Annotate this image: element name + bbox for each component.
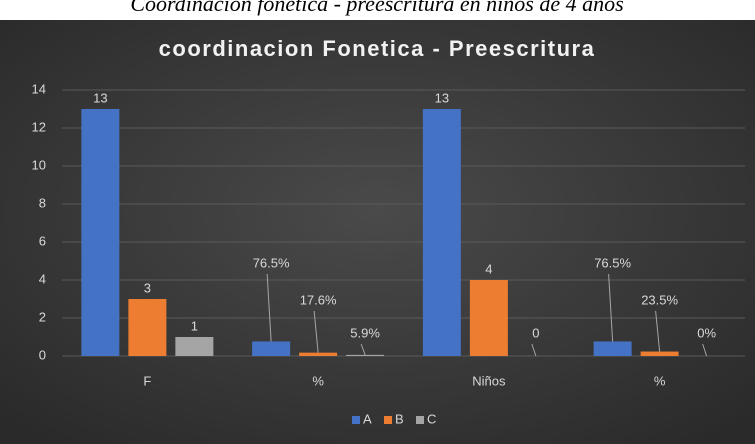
data-label: 13 — [93, 90, 107, 105]
y-tick-label: 8 — [39, 195, 46, 210]
data-label: 76.5% — [594, 255, 631, 270]
caption: Coordinacion fonetica - preescritura en … — [130, 0, 623, 16]
data-label: 1 — [191, 318, 198, 333]
data-label: 17.6% — [300, 292, 337, 307]
data-label: 13 — [435, 90, 449, 105]
bar — [252, 341, 291, 356]
leader-line — [531, 343, 537, 357]
bar — [299, 352, 338, 356]
bar — [346, 354, 385, 356]
x-tick-label: F — [143, 373, 151, 388]
legend-swatch — [352, 416, 360, 424]
bar — [422, 109, 461, 356]
y-tick-label: 4 — [39, 271, 46, 286]
leader-line — [266, 273, 272, 342]
data-label: 0% — [697, 325, 716, 340]
legend-label: A — [363, 411, 372, 426]
bar — [593, 341, 632, 356]
leader-line — [360, 343, 366, 356]
data-label: 4 — [485, 261, 492, 276]
data-label: 3 — [144, 280, 151, 295]
leader-line — [313, 310, 319, 353]
data-label: 76.5% — [253, 255, 290, 270]
chart-background — [0, 20, 755, 444]
chart-title: coordinacion Fonetica - Preescritura — [159, 36, 596, 61]
data-label: 23.5% — [641, 292, 678, 307]
x-tick-label: % — [312, 373, 324, 388]
x-tick-label: % — [654, 373, 666, 388]
bar — [81, 109, 120, 356]
bar — [175, 337, 214, 356]
y-tick-label: 6 — [39, 233, 46, 248]
leader-line — [702, 343, 708, 357]
legend-label: C — [427, 411, 436, 426]
legend-swatch — [384, 416, 392, 424]
y-tick-label: 12 — [32, 119, 46, 134]
bar — [640, 351, 679, 356]
leader-line — [608, 273, 614, 342]
legend-swatch — [416, 416, 424, 424]
y-tick-label: 2 — [39, 309, 46, 324]
legend-label: B — [395, 411, 404, 426]
y-tick-label: 10 — [32, 157, 46, 172]
x-tick-label: Niños — [472, 373, 506, 388]
y-tick-label: 0 — [39, 347, 46, 362]
y-tick-label: 14 — [32, 81, 46, 96]
leader-line — [655, 310, 661, 352]
data-label: 0 — [532, 325, 539, 340]
data-label: 5.9% — [350, 325, 380, 340]
bar — [128, 299, 167, 356]
bar — [469, 280, 508, 356]
